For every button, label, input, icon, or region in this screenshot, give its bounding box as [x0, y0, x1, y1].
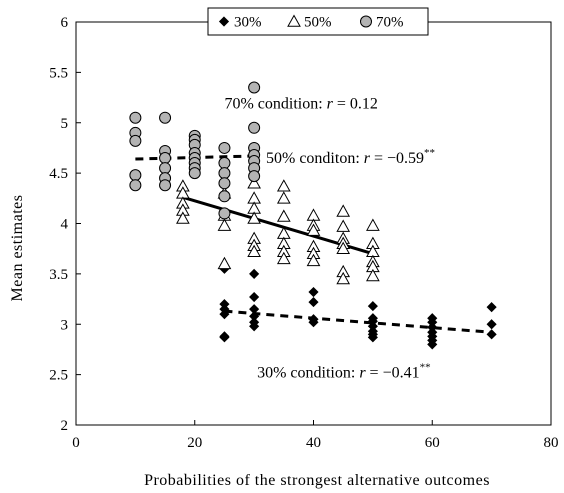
trend-line-30: [224, 309, 492, 334]
y-tick-label: 4.5: [49, 166, 68, 182]
legend-marker-50: [287, 14, 301, 27]
data-point-50: [176, 211, 190, 224]
data-point-30: [308, 317, 319, 328]
axes: 22.533.544.555.560 20 40 60 80: [49, 15, 558, 451]
x-tick-label: 40: [306, 435, 321, 451]
data-point-70: [159, 162, 172, 175]
legend-label-30: 30%: [234, 15, 262, 31]
data-point-50: [336, 241, 351, 254]
y-tick-label: 4: [61, 217, 69, 233]
data-point-70: [129, 111, 142, 124]
legend-box: [207, 7, 429, 36]
y-tick-label: 2: [61, 418, 69, 434]
data-point-70: [159, 152, 172, 165]
data-point-30: [367, 332, 378, 343]
data-point-50: [276, 209, 291, 222]
data-point-50: [366, 218, 380, 231]
annotation-3: 30% condition: r = −0.41**: [257, 362, 431, 382]
annotation-2: 50% conditon: r = −0.59**: [266, 147, 435, 167]
x-tick-label: 60: [425, 435, 440, 451]
data-point-70: [159, 179, 172, 192]
x-tick-label: 0: [72, 435, 80, 451]
y-tick-label: 2.5: [49, 368, 68, 384]
data-point-30: [367, 301, 378, 312]
data-point-50: [276, 251, 291, 265]
data-point-30: [219, 332, 230, 343]
data-point-30: [486, 319, 497, 330]
annotation-1: 70% condition: r = 0.12: [224, 96, 377, 113]
data-point-50: [247, 244, 261, 258]
data-point-30: [219, 309, 230, 320]
y-tick-label: 3.5: [49, 267, 68, 283]
data-point-30: [486, 329, 497, 340]
y-tick-label: 5.5: [49, 65, 68, 81]
y-tick-label: 6: [61, 15, 69, 31]
data-point-70: [129, 134, 142, 147]
data-point-30: [308, 286, 319, 298]
data-point-70: [248, 170, 261, 183]
y-tick-label: 3: [61, 317, 69, 333]
annotations: 70% condition: r = 0.12 50% conditon: r =…: [224, 96, 435, 382]
data-point-50: [336, 271, 351, 285]
data-point-50: [366, 268, 380, 282]
data-point-70: [129, 179, 142, 192]
legend-label-50: 50%: [304, 15, 332, 31]
data-point-50: [247, 211, 261, 224]
data-point-50: [247, 176, 261, 189]
data-points: [129, 81, 497, 350]
y-tick-label: 5: [61, 116, 69, 132]
data-point-70: [248, 121, 261, 134]
data-point-70: [218, 177, 231, 190]
data-point-70: [159, 111, 172, 124]
data-point-70: [218, 157, 231, 170]
data-point-50: [276, 179, 291, 192]
data-point-30: [249, 321, 260, 332]
data-point-30: [427, 339, 438, 350]
legend-label-70: 70%: [376, 15, 404, 31]
data-point-30: [308, 297, 319, 308]
data-point-70: [218, 207, 231, 220]
data-point-70: [248, 81, 261, 94]
data-point-50: [336, 219, 351, 232]
legend-marker-70: [360, 15, 372, 28]
legend: 30% 50% 70%: [207, 7, 429, 36]
y-axis-label: Mean estimates: [9, 195, 26, 302]
data-point-70: [218, 141, 231, 154]
x-tick-label: 80: [544, 435, 559, 451]
data-point-50: [336, 204, 351, 217]
data-point-50: [217, 256, 232, 270]
data-point-50: [217, 218, 232, 231]
legend-marker-30: [218, 16, 230, 27]
x-axis-label: Probabilities of the strongest alternati…: [144, 472, 490, 489]
data-point-30: [249, 291, 260, 303]
data-point-70: [218, 190, 231, 203]
data-point-30: [486, 302, 497, 313]
data-point-70: [188, 167, 201, 180]
data-point-70: [129, 169, 142, 182]
x-tick-label: 20: [187, 435, 202, 451]
data-point-50: [306, 253, 321, 267]
data-point-50: [276, 191, 291, 204]
data-point-50: [306, 223, 321, 236]
data-point-70: [218, 167, 231, 180]
data-point-30: [249, 268, 260, 279]
